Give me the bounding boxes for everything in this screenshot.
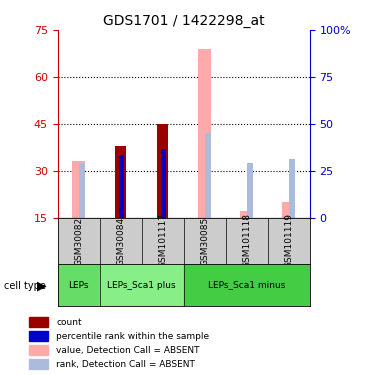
Bar [72, 161, 85, 218]
Bar [115, 146, 126, 218]
Text: value, Detection Call = ABSENT: value, Detection Call = ABSENT [56, 346, 200, 355]
Text: rank, Detection Call = ABSENT: rank, Detection Call = ABSENT [56, 360, 195, 369]
Bar [289, 159, 295, 218]
Text: GSM30084: GSM30084 [116, 216, 125, 266]
Bar [99, 264, 184, 306]
Bar [79, 163, 85, 218]
Text: GSM101118: GSM101118 [242, 213, 251, 268]
Bar [29, 331, 48, 341]
Bar [29, 345, 48, 355]
Bar [198, 49, 211, 217]
Title: GDS1701 / 1422298_at: GDS1701 / 1422298_at [103, 13, 265, 28]
Bar [184, 264, 310, 306]
Text: count: count [56, 318, 82, 327]
Text: LEPs_Sca1 plus: LEPs_Sca1 plus [107, 280, 176, 290]
Text: percentile rank within the sample: percentile rank within the sample [56, 332, 210, 340]
Bar [29, 359, 48, 369]
Text: cell type: cell type [4, 281, 46, 291]
Text: ▶: ▶ [37, 280, 47, 292]
Text: GSM30082: GSM30082 [74, 216, 83, 266]
Bar [157, 124, 168, 218]
Text: GSM101117: GSM101117 [158, 213, 167, 268]
Text: LEPs_Sca1 minus: LEPs_Sca1 minus [208, 280, 285, 290]
Bar [205, 133, 211, 218]
Bar [240, 211, 253, 217]
Bar [29, 317, 48, 327]
Text: GSM101119: GSM101119 [284, 213, 293, 268]
Text: LEPs: LEPs [68, 280, 89, 290]
Text: GSM30085: GSM30085 [200, 216, 209, 266]
Bar [282, 202, 295, 217]
Bar [58, 264, 99, 306]
Bar [247, 163, 253, 218]
Bar [161, 149, 166, 217]
Bar [119, 155, 124, 218]
